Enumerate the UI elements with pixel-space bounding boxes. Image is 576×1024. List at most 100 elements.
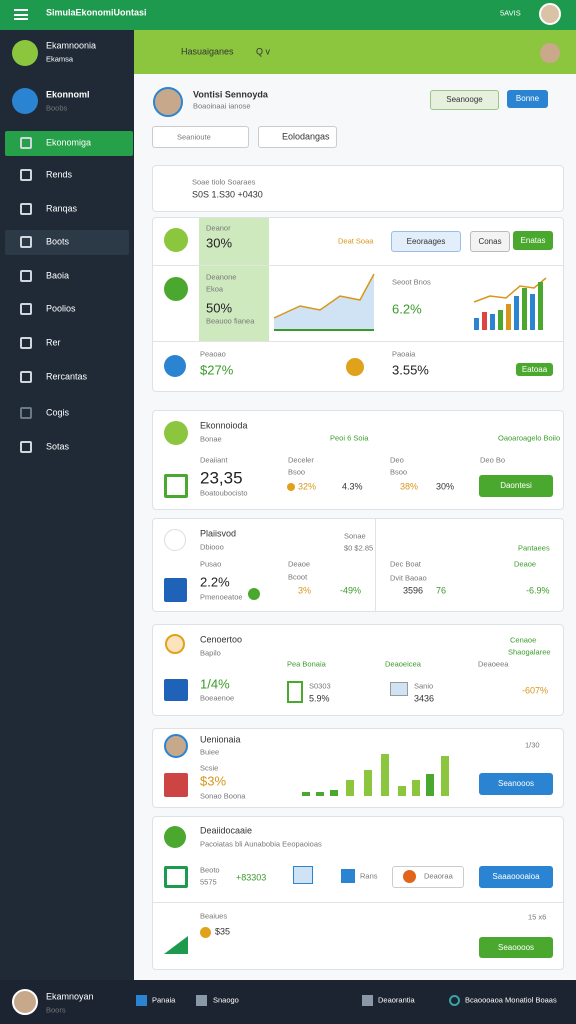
menu-icon: [20, 203, 32, 215]
items: 2.2%: [200, 574, 230, 590]
items: Dec Boat: [390, 559, 421, 569]
icon: [164, 866, 188, 888]
right-label: Paoaia: [392, 349, 416, 359]
menu: Rends: [46, 169, 73, 180]
value: $27%: [200, 362, 234, 378]
icon: [164, 277, 188, 301]
items: 3436: [414, 693, 435, 704]
menu: Ekonomiga: [46, 137, 92, 148]
items: 15 x6: [528, 912, 547, 922]
icon: [196, 995, 207, 1006]
items: Dvit Baoao: [390, 573, 427, 583]
name: Ekonnoml: [46, 89, 90, 100]
button-items[interactable]: Daontesi: [479, 475, 553, 497]
role: Ekamsa: [46, 54, 74, 64]
button-buttons[interactable]: Bonne: [507, 90, 548, 108]
role: Boors: [46, 1005, 66, 1015]
active-menu[interactable]: [5, 131, 133, 156]
subtitle: Buiee: [200, 747, 220, 757]
menu-icon: [20, 337, 32, 349]
bar: [530, 294, 535, 330]
button-buttons[interactable]: Conas: [470, 231, 510, 252]
bar: [474, 318, 479, 330]
right-label: Seoot Bnos: [392, 277, 431, 287]
triangle: [164, 936, 188, 954]
title: SimulaEkonomiUontasi: [46, 7, 147, 18]
icon: [164, 826, 186, 848]
menu: Boots: [46, 236, 70, 247]
items: Deaiiant: [200, 455, 228, 465]
avatar: [12, 989, 38, 1015]
coin-icon: [346, 358, 364, 376]
status: 5AVIS: [500, 8, 521, 18]
links: Snaogo: [213, 995, 239, 1005]
profile-icon: [12, 40, 38, 66]
items: 1/30: [525, 740, 540, 750]
title: Plaiisvod: [200, 528, 237, 539]
icon: [164, 578, 187, 602]
items: Bsoo: [288, 467, 306, 477]
bar: [490, 314, 495, 330]
menu-icon: [20, 137, 32, 149]
menu-icon: [20, 236, 32, 248]
items: S0303: [309, 681, 331, 691]
divider: [153, 902, 563, 903]
menu: Sotas: [46, 441, 70, 452]
items: Bcoot: [288, 572, 308, 582]
items: Beoto: [200, 865, 220, 875]
menu: Cogis: [46, 407, 70, 418]
search-box[interactable]: [258, 126, 337, 148]
items: +83303: [236, 872, 267, 883]
links: Deaorantia: [378, 995, 415, 1005]
button-buttons[interactable]: Eeoraages: [391, 231, 461, 252]
notice-card: [152, 165, 564, 212]
bar: [426, 774, 434, 796]
line: [473, 277, 547, 303]
items: -6.9%: [526, 585, 550, 596]
bar: [302, 792, 310, 796]
header-avatar[interactable]: [540, 43, 560, 63]
menu-icon[interactable]: [14, 9, 28, 20]
items: Boatoubocisto: [200, 488, 248, 498]
bar: [522, 288, 527, 330]
title: Uenionaia: [200, 734, 241, 745]
items: Oaoaroagelo Boiio: [498, 433, 561, 443]
bar: [364, 770, 372, 796]
avatar: [164, 734, 188, 758]
items: 23,35: [200, 468, 243, 488]
button-items[interactable]: Seaoooos: [479, 937, 553, 958]
chart-icon: [164, 936, 188, 954]
avatar[interactable]: [539, 3, 561, 25]
icon: [164, 529, 186, 551]
items: Pea Bonaia: [287, 659, 326, 669]
top-bar: [0, 0, 576, 30]
button-buttons[interactable]: Enatas: [513, 231, 553, 250]
items: $3%: [200, 773, 227, 789]
subtitle: Dbiooo: [200, 542, 224, 552]
title: Deaiidocaaie: [200, 825, 253, 836]
check: [248, 588, 260, 600]
button-buttons[interactable]: Seanooge: [430, 90, 499, 110]
search-box[interactable]: [152, 126, 249, 148]
bar: [330, 790, 338, 796]
button-button[interactable]: Eatoaa: [516, 363, 553, 376]
area: [274, 274, 374, 330]
items: Sanio: [414, 681, 434, 691]
items: 5.9%: [309, 693, 330, 704]
menu-icon: [20, 270, 32, 282]
button-items[interactable]: Saaaoooaioa: [479, 866, 553, 888]
items: Boeaenoe: [200, 693, 235, 703]
items: Sonae: [344, 531, 366, 541]
button-items[interactable]: Seanooos: [479, 773, 553, 795]
icon: [287, 681, 303, 703]
text: S0S 1.S30 +0430: [192, 189, 263, 200]
icon: [449, 995, 460, 1006]
items: Deaoeicea: [385, 659, 421, 669]
hover-menu[interactable]: [5, 230, 129, 255]
title: Cenoertoo: [200, 634, 243, 645]
menu-icon: [20, 441, 32, 453]
bar: [538, 282, 543, 330]
items: Pusao: [200, 559, 222, 569]
items: Beaiues: [200, 911, 228, 921]
